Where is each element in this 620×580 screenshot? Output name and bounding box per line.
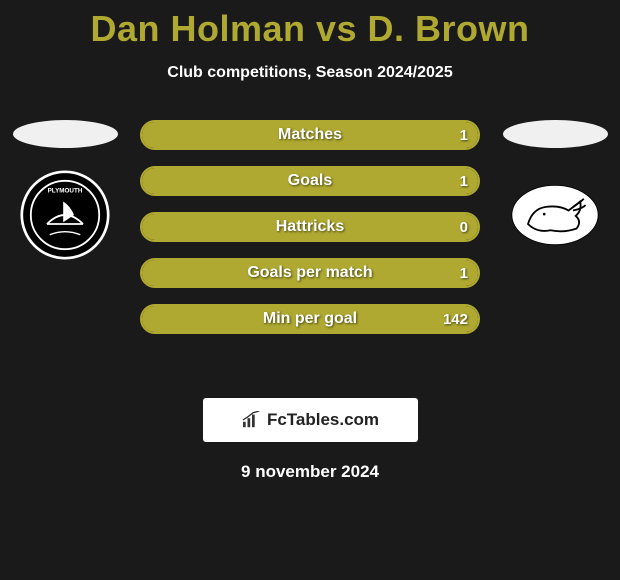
club-badge-left: PLYMOUTH — [20, 170, 110, 260]
stat-right-value: 1 — [460, 260, 468, 286]
stat-right-value: 0 — [460, 214, 468, 240]
comparison-content: PLYMOUTH Matches 1 Goals 1 — [0, 120, 620, 380]
stat-label: Hattricks — [142, 214, 478, 240]
stat-label: Min per goal — [142, 306, 478, 332]
stat-label: Goals per match — [142, 260, 478, 286]
page-title: Dan Holman vs D. Brown — [0, 0, 620, 50]
watermark-text: FcTables.com — [267, 410, 379, 430]
stat-right-value: 1 — [460, 168, 468, 194]
player-silhouette-right — [503, 120, 608, 148]
player-silhouette-left — [13, 120, 118, 148]
stat-label: Goals — [142, 168, 478, 194]
club-badge-right — [510, 170, 600, 260]
chart-icon — [241, 411, 263, 429]
svg-text:PLYMOUTH: PLYMOUTH — [48, 188, 83, 195]
date-text: 9 november 2024 — [0, 462, 620, 482]
stat-row: Hattricks 0 — [140, 212, 480, 242]
watermark: FcTables.com — [203, 398, 418, 442]
stat-row: Goals 1 — [140, 166, 480, 196]
stat-right-value: 142 — [443, 306, 468, 332]
right-player-column — [490, 120, 620, 260]
left-player-column: PLYMOUTH — [0, 120, 130, 260]
subtitle: Club competitions, Season 2024/2025 — [0, 64, 620, 82]
stat-right-value: 1 — [460, 122, 468, 148]
stat-row: Matches 1 — [140, 120, 480, 150]
stat-row: Min per goal 142 — [140, 304, 480, 334]
stats-list: Matches 1 Goals 1 Hattricks 0 Goals per … — [140, 120, 480, 334]
stat-row: Goals per match 1 — [140, 258, 480, 288]
stat-label: Matches — [142, 122, 478, 148]
